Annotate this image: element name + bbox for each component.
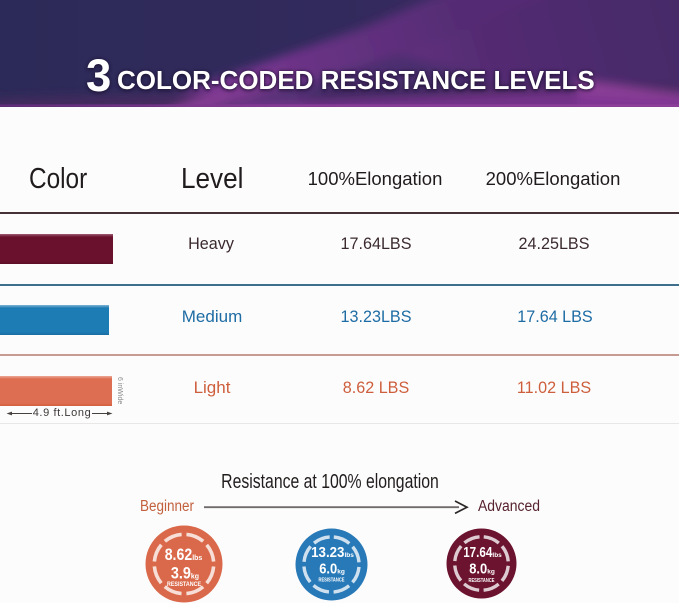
svg-text:RESISTANCE: RESISTANCE (468, 578, 494, 584)
svg-text:8.62lbs: 8.62lbs (165, 545, 203, 564)
svg-text:RESISTANCE: RESISTANCE (167, 581, 201, 588)
svg-text:RESISTANCE: RESISTANCE (319, 578, 345, 584)
svg-text:17.64lbs: 17.64lbs (463, 545, 502, 561)
svg-text:3.9kg: 3.9kg (171, 564, 199, 583)
svg-text:13.23lbs: 13.23lbs (311, 545, 354, 561)
svg-text:6.0kg: 6.0kg (319, 562, 345, 578)
svg-text:8.0kg: 8.0kg (469, 562, 495, 578)
